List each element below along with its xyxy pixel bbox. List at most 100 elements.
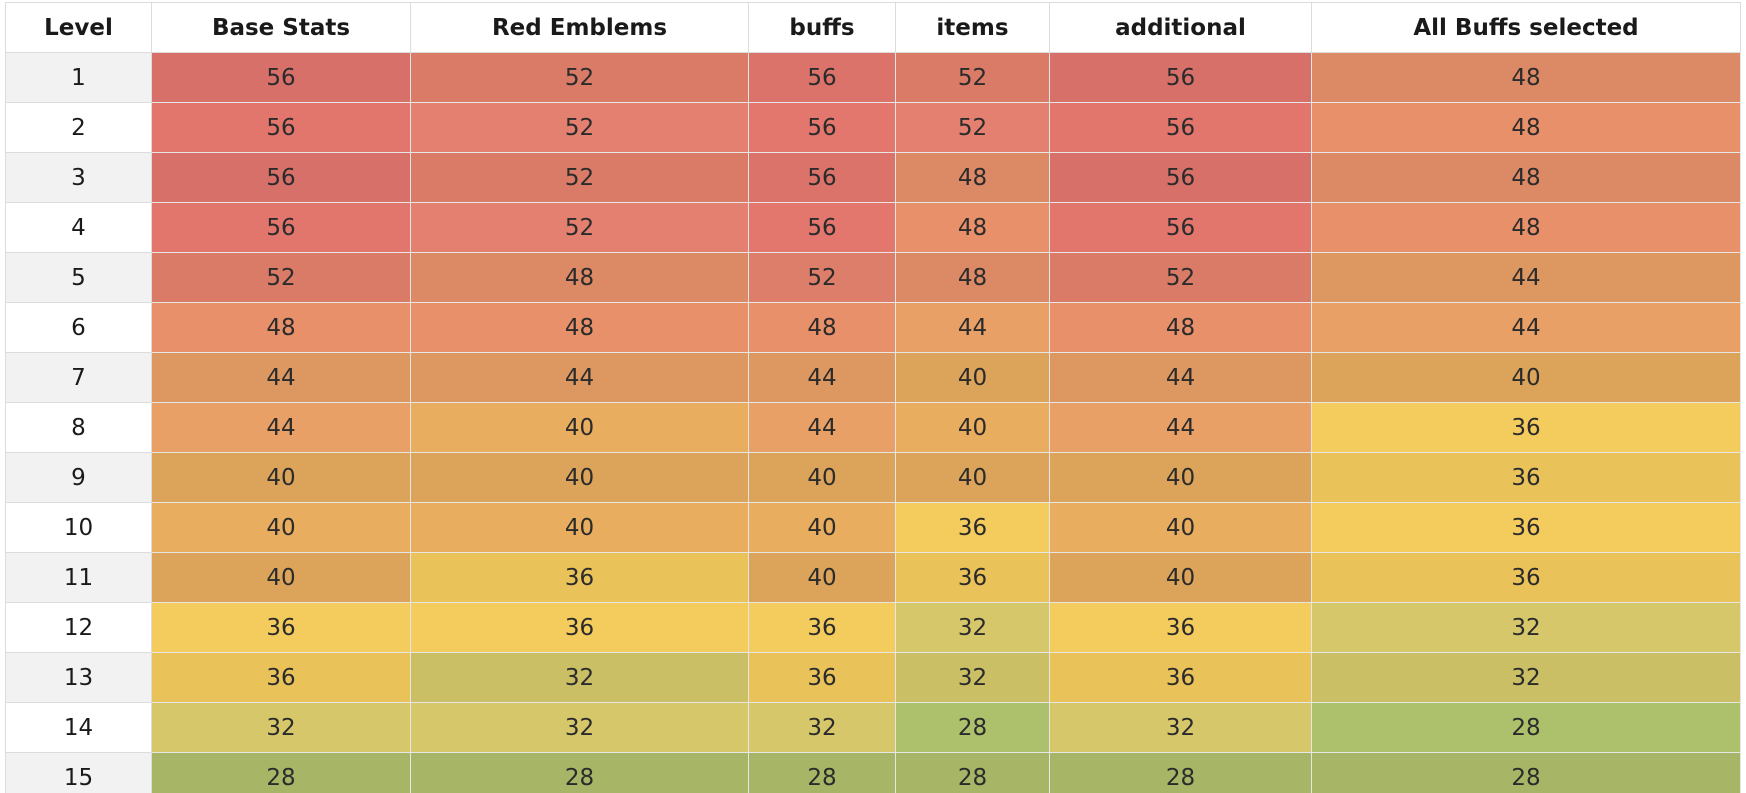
table-body: 1 56 52 56 52 56 48 2 56 52 56 52 56 48 3 56 52 56 48 56 48 4… [5,52,1741,793]
value-cell-buffs: 56 [748,202,896,253]
value-cell-additional: 44 [1049,402,1312,453]
value-cell-base-stats: 32 [151,702,411,753]
value-cell-red-emblems: 36 [410,552,749,603]
value-cell-base-stats: 28 [151,752,411,793]
value-cell-additional: 56 [1049,52,1312,103]
table-row: 3 56 52 56 48 56 48 [5,152,1741,203]
value-cell-all-buffs-selected: 32 [1311,602,1741,653]
value-cell-items: 48 [895,152,1050,203]
value-cell-buffs: 52 [748,252,896,303]
value-cell-items: 48 [895,252,1050,303]
value-cell-items: 40 [895,402,1050,453]
stats-table-container: Level Base Stats Red Emblems buffs items… [5,2,1741,793]
value-cell-items: 32 [895,652,1050,703]
value-cell-items: 36 [895,552,1050,603]
value-cell-all-buffs-selected: 36 [1311,502,1741,553]
value-cell-base-stats: 40 [151,502,411,553]
value-cell-base-stats: 36 [151,652,411,703]
level-cell: 12 [5,602,152,653]
value-cell-base-stats: 56 [151,202,411,253]
column-header-level[interactable]: Level [5,2,152,53]
value-cell-items: 52 [895,52,1050,103]
value-cell-buffs: 44 [748,352,896,403]
stats-table: Level Base Stats Red Emblems buffs items… [5,2,1741,793]
value-cell-buffs: 56 [748,102,896,153]
value-cell-buffs: 40 [748,552,896,603]
value-cell-base-stats: 56 [151,102,411,153]
value-cell-items: 36 [895,502,1050,553]
value-cell-additional: 28 [1049,752,1312,793]
value-cell-base-stats: 36 [151,602,411,653]
value-cell-additional: 44 [1049,352,1312,403]
column-header-buffs[interactable]: buffs [748,2,896,53]
value-cell-buffs: 56 [748,52,896,103]
table-row: 1 56 52 56 52 56 48 [5,52,1741,103]
level-cell: 9 [5,452,152,503]
level-cell: 2 [5,102,152,153]
column-header-additional[interactable]: additional [1049,2,1312,53]
value-cell-items: 48 [895,202,1050,253]
value-cell-red-emblems: 40 [410,402,749,453]
value-cell-additional: 56 [1049,202,1312,253]
value-cell-additional: 36 [1049,652,1312,703]
value-cell-red-emblems: 48 [410,302,749,353]
value-cell-red-emblems: 44 [410,352,749,403]
value-cell-additional: 56 [1049,102,1312,153]
value-cell-additional: 40 [1049,452,1312,503]
value-cell-buffs: 36 [748,602,896,653]
value-cell-buffs: 28 [748,752,896,793]
table-row: 2 56 52 56 52 56 48 [5,102,1741,153]
level-cell: 8 [5,402,152,453]
table-row: 10 40 40 40 36 40 36 [5,502,1741,553]
value-cell-base-stats: 52 [151,252,411,303]
value-cell-all-buffs-selected: 40 [1311,352,1741,403]
column-header-base-stats[interactable]: Base Stats [151,2,411,53]
value-cell-all-buffs-selected: 36 [1311,552,1741,603]
value-cell-red-emblems: 32 [410,702,749,753]
table-row: 6 48 48 48 44 48 44 [5,302,1741,353]
level-cell: 14 [5,702,152,753]
level-cell: 5 [5,252,152,303]
value-cell-additional: 36 [1049,602,1312,653]
value-cell-buffs: 40 [748,452,896,503]
value-cell-items: 28 [895,752,1050,793]
value-cell-base-stats: 56 [151,52,411,103]
value-cell-base-stats: 40 [151,552,411,603]
value-cell-red-emblems: 52 [410,52,749,103]
level-cell: 7 [5,352,152,403]
value-cell-red-emblems: 40 [410,502,749,553]
value-cell-additional: 56 [1049,152,1312,203]
value-cell-all-buffs-selected: 36 [1311,402,1741,453]
table-row: 5 52 48 52 48 52 44 [5,252,1741,303]
value-cell-additional: 32 [1049,702,1312,753]
value-cell-items: 32 [895,602,1050,653]
value-cell-additional: 48 [1049,302,1312,353]
value-cell-all-buffs-selected: 36 [1311,452,1741,503]
level-cell: 13 [5,652,152,703]
value-cell-red-emblems: 52 [410,102,749,153]
column-header-all-buffs-selected[interactable]: All Buffs selected [1311,2,1741,53]
table-row: 8 44 40 44 40 44 36 [5,402,1741,453]
column-header-items[interactable]: items [895,2,1050,53]
level-cell: 15 [5,752,152,793]
value-cell-items: 40 [895,452,1050,503]
value-cell-buffs: 48 [748,302,896,353]
table-row: 9 40 40 40 40 40 36 [5,452,1741,503]
table-row: 12 36 36 36 32 36 32 [5,602,1741,653]
value-cell-red-emblems: 40 [410,452,749,503]
value-cell-all-buffs-selected: 44 [1311,302,1741,353]
column-header-red-emblems[interactable]: Red Emblems [410,2,749,53]
value-cell-red-emblems: 52 [410,152,749,203]
value-cell-all-buffs-selected: 48 [1311,52,1741,103]
value-cell-all-buffs-selected: 48 [1311,102,1741,153]
value-cell-all-buffs-selected: 44 [1311,252,1741,303]
value-cell-items: 52 [895,102,1050,153]
value-cell-base-stats: 48 [151,302,411,353]
level-cell: 11 [5,552,152,603]
level-cell: 10 [5,502,152,553]
value-cell-additional: 52 [1049,252,1312,303]
value-cell-all-buffs-selected: 48 [1311,152,1741,203]
value-cell-base-stats: 56 [151,152,411,203]
value-cell-additional: 40 [1049,502,1312,553]
value-cell-red-emblems: 28 [410,752,749,793]
